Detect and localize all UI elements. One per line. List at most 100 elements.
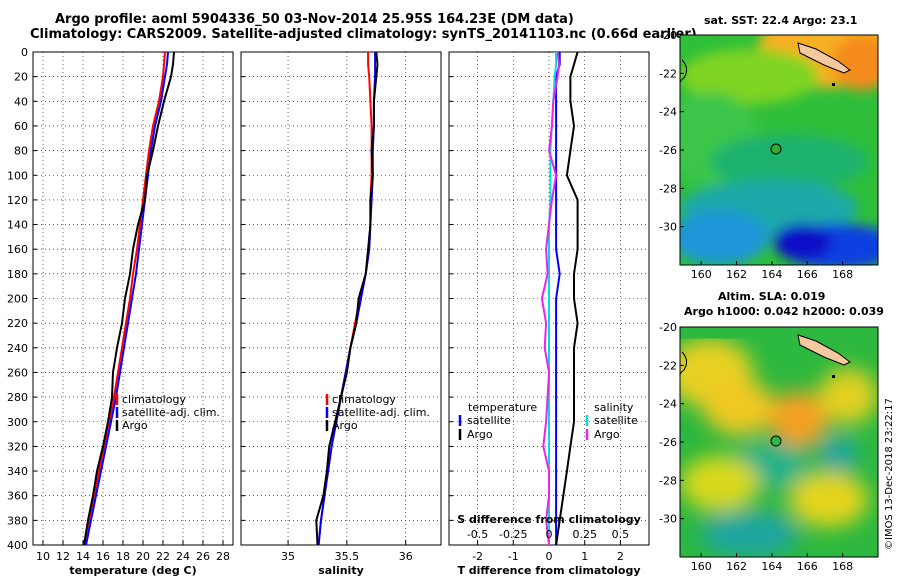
temperature-line-argo	[83, 51, 175, 546]
temperature-xtick-label: 10	[36, 550, 50, 563]
sst-map-ytick-label: -20	[659, 29, 677, 42]
diff-s-tick-label: -0.5	[467, 528, 488, 541]
depth-tick-label: 220	[7, 317, 28, 330]
depth-tick-label: 80	[14, 145, 28, 158]
salinity-legend-label: satellite-adj. clim.	[332, 406, 430, 419]
salinity-xtick-label: 36	[399, 550, 413, 563]
sst-map-blob	[680, 48, 819, 104]
sst-map-xtick-label: 162	[726, 268, 747, 281]
diff-s-tick-label: 0.25	[572, 528, 597, 541]
sla-map-ytick-label: -28	[659, 474, 677, 487]
figure-title-line1: Argo profile: aoml 5904336_50 03-Nov-201…	[55, 12, 574, 27]
sla-map-blob	[769, 391, 829, 447]
sla-map-title: Altim. SLA: 0.019	[718, 290, 826, 303]
depth-tick-label: 360	[7, 490, 28, 503]
sst-map-coastline	[680, 59, 688, 88]
depth-tick-label: 160	[7, 243, 28, 256]
sla-map-coastline	[680, 351, 688, 380]
salinity-legend-label: Argo	[332, 419, 358, 432]
sst-map-argo-position	[770, 143, 782, 155]
diff-legend-title-left: temperature	[468, 401, 537, 414]
temperature-xtick-label: 26	[196, 550, 210, 563]
diff-s-xlabel: S difference from climatology	[457, 513, 641, 526]
sla-map-xtick-label: 160	[691, 560, 712, 573]
sst-map-xtick-label: 164	[761, 268, 782, 281]
sla-map-xtick-label: 162	[726, 560, 747, 573]
depth-tick-label: 140	[7, 219, 28, 232]
panel-temperature: 10 12 14 16 18 20 22 24 26 28 temperature (deg C)	[32, 51, 234, 577]
temperature-line-satellite-adj-clim-	[85, 51, 169, 546]
temperature-line-climatology	[83, 51, 166, 546]
sst-map-ytick-label: -22	[659, 67, 677, 80]
difference-xtick-label: 2	[617, 550, 624, 563]
salinity-xtick-label: 35	[281, 550, 295, 563]
temperature-xtick-label: 24	[176, 550, 190, 563]
diff-legend-label-left: Argo	[467, 428, 493, 441]
panel-salinity: 35 35.5 36 salinity	[240, 51, 442, 577]
sla-map-ytick-label: -24	[659, 398, 677, 411]
sst-map-xtick-label: 168	[832, 268, 853, 281]
sla-map-blob	[818, 368, 878, 424]
sst-map-ytick-label: -24	[659, 106, 677, 119]
depth-tick-label: 0	[21, 46, 28, 59]
depth-tick-label: 20	[14, 71, 28, 84]
sla-map-subtitle: Argo h1000: 0.042 h2000: 0.039	[684, 305, 884, 318]
temperature-xtick-label: 12	[56, 550, 70, 563]
sla-map-blob	[703, 379, 776, 436]
diff-s-tick-label: 0	[546, 528, 553, 541]
diff-legend-label-right: Argo	[594, 428, 620, 441]
diff-legend-title-right: salinity	[594, 401, 634, 414]
sla-map-ytick-label: -26	[659, 436, 677, 449]
depth-tick-label: 300	[7, 416, 28, 429]
temperature-legend-label: satellite-adj. clim.	[122, 406, 220, 419]
depth-tick-label: 400	[7, 539, 28, 552]
diff-legend-label-left: satellite	[467, 414, 511, 427]
sst-map-ytick-label: -30	[659, 221, 677, 234]
sst-map-island	[832, 83, 835, 86]
sla-map-argo-position	[770, 435, 782, 447]
diff-s-tick-label: 0.5	[612, 528, 630, 541]
figure-title-line2: Climatology: CARS2009. Satellite-adjuste…	[30, 27, 697, 42]
salinity-legend-label: climatology	[332, 393, 396, 406]
sst-map-blob	[680, 209, 770, 265]
sst-map-field	[680, 35, 878, 265]
difference-line-t-satellite	[555, 52, 561, 545]
sla-map-xtick-label: 168	[832, 560, 853, 573]
depth-tick-label: 60	[14, 120, 28, 133]
sst-map-title: sat. SST: 22.4 Argo: 23.1	[704, 14, 858, 27]
sst-map-xtick-label: 166	[797, 268, 818, 281]
depth-tick-label: 120	[7, 194, 28, 207]
difference-line-s-argo	[540, 51, 561, 546]
temperature-xtick-label: 18	[116, 550, 130, 563]
difference-line-t-argo	[555, 51, 579, 546]
depth-tick-label: 240	[7, 342, 28, 355]
sst-map-new-caledonia	[797, 42, 851, 74]
diff-s-tick-label: -0.25	[499, 528, 527, 541]
depth-tick-label: 340	[7, 465, 28, 478]
sst-map-blob	[832, 35, 878, 91]
sst-map-ytick-label: -26	[659, 144, 677, 157]
temperature-xtick-label: 22	[156, 550, 170, 563]
diff-legend-label-right: satellite	[594, 414, 638, 427]
sst-map-blobs	[680, 35, 878, 265]
sla-map-xtick-label: 166	[797, 560, 818, 573]
difference-xlabel: T difference from climatology	[457, 564, 640, 577]
difference-xtick-label: 1	[581, 550, 588, 563]
temperature-xtick-label: 20	[136, 550, 150, 563]
temperature-legend-label: Argo	[122, 419, 148, 432]
panel-difference: -2 -1 0 1 2T difference from climatology	[448, 51, 650, 577]
sla-map-new-caledonia	[797, 334, 851, 366]
difference-xtick-label: -1	[508, 550, 519, 563]
sla-map-blob	[818, 435, 859, 472]
sla-map-island	[832, 375, 835, 378]
sst-map: 160 162 164 166 168 -20 -22 -24 -26 -28 -30	[659, 29, 879, 281]
sst-map-ytick-label: -28	[659, 182, 677, 195]
sla-map: 160 162 164 166 168 -20 -22 -24 -26 -28 -30	[659, 321, 879, 573]
sla-map-ytick-label: -20	[659, 321, 677, 334]
depth-tick-label: 40	[14, 95, 28, 108]
depth-tick-label: 380	[7, 514, 28, 527]
sla-map-blob	[699, 511, 799, 557]
temperature-legend-label: climatology	[122, 393, 186, 406]
depth-tick-label: 200	[7, 293, 28, 306]
